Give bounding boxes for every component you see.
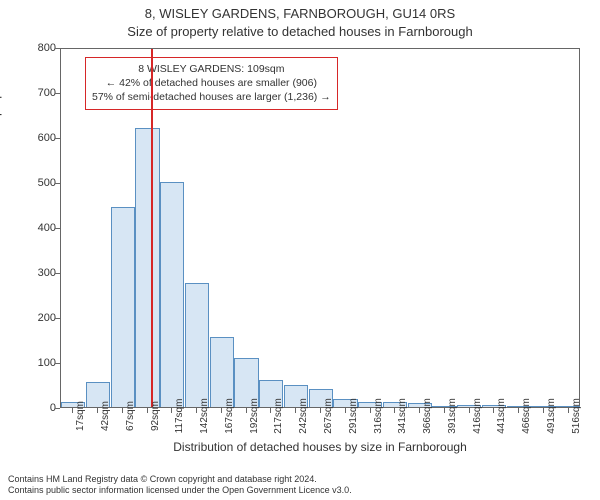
footer-line1: Contains HM Land Registry data © Crown c…	[8, 474, 352, 485]
x-tick-mark	[419, 408, 420, 413]
x-tick-mark	[147, 408, 148, 413]
y-tick-mark	[55, 273, 60, 274]
x-tick-label: 167sqm	[224, 398, 235, 434]
histogram-bar	[210, 337, 234, 407]
x-tick-label: 17sqm	[75, 401, 86, 431]
y-tick-label: 0	[16, 402, 56, 414]
x-tick-mark	[295, 408, 296, 413]
x-tick-label: 267sqm	[323, 398, 334, 434]
y-tick-mark	[55, 183, 60, 184]
chart-container: 8, WISLEY GARDENS, FARNBOROUGH, GU14 0RS…	[0, 0, 600, 500]
x-tick-mark	[270, 408, 271, 413]
histogram-bar	[185, 283, 209, 407]
x-tick-mark	[469, 408, 470, 413]
x-tick-mark	[345, 408, 346, 413]
plot-area: 8 WISLEY GARDENS: 109sqm ← 42% of detach…	[60, 48, 580, 408]
x-tick-label: 217sqm	[273, 398, 284, 434]
y-axis-label: Number of detached properties	[0, 63, 2, 228]
annotation-line2: ← 42% of detached houses are smaller (90…	[92, 76, 331, 90]
x-tick-label: 67sqm	[125, 401, 136, 431]
x-tick-mark	[196, 408, 197, 413]
annotation-line1: 8 WISLEY GARDENS: 109sqm	[92, 62, 331, 76]
y-tick-mark	[55, 363, 60, 364]
x-tick-label: 92sqm	[150, 401, 161, 431]
x-axis-label: Distribution of detached houses by size …	[60, 440, 580, 454]
x-tick-label: 391sqm	[447, 398, 458, 434]
x-tick-label: 416sqm	[472, 398, 483, 434]
histogram-bar	[135, 128, 159, 407]
x-tick-label: 516sqm	[571, 398, 582, 434]
x-tick-label: 242sqm	[298, 398, 309, 434]
x-tick-label: 192sqm	[249, 398, 260, 434]
y-tick-label: 800	[16, 42, 56, 54]
x-tick-mark	[122, 408, 123, 413]
x-tick-mark	[246, 408, 247, 413]
x-tick-label: 142sqm	[199, 398, 210, 434]
footer-line2: Contains public sector information licen…	[8, 485, 352, 496]
x-tick-mark	[320, 408, 321, 413]
x-tick-mark	[394, 408, 395, 413]
x-tick-label: 316sqm	[373, 398, 384, 434]
x-tick-mark	[444, 408, 445, 413]
x-tick-mark	[72, 408, 73, 413]
x-tick-mark	[370, 408, 371, 413]
x-tick-label: 491sqm	[546, 398, 557, 434]
x-tick-mark	[518, 408, 519, 413]
chart-title-description: Size of property relative to detached ho…	[0, 24, 600, 39]
x-tick-label: 117sqm	[174, 399, 185, 434]
y-tick-mark	[55, 318, 60, 319]
annotation-line3: 57% of semi-detached houses are larger (…	[92, 90, 331, 104]
y-tick-label: 300	[16, 267, 56, 279]
y-tick-label: 700	[16, 87, 56, 99]
x-tick-label: 466sqm	[521, 398, 532, 434]
histogram-bar	[111, 207, 135, 407]
x-tick-label: 42sqm	[100, 401, 111, 431]
chart-title-address: 8, WISLEY GARDENS, FARNBOROUGH, GU14 0RS	[0, 6, 600, 21]
y-tick-label: 600	[16, 132, 56, 144]
y-tick-mark	[55, 138, 60, 139]
x-tick-label: 366sqm	[422, 398, 433, 434]
y-tick-mark	[55, 408, 60, 409]
annotation-box: 8 WISLEY GARDENS: 109sqm ← 42% of detach…	[85, 57, 338, 110]
y-tick-label: 200	[16, 312, 56, 324]
x-tick-mark	[568, 408, 569, 413]
x-tick-mark	[543, 408, 544, 413]
x-tick-label: 291sqm	[348, 398, 359, 434]
x-tick-label: 341sqm	[397, 398, 408, 434]
x-tick-mark	[171, 408, 172, 413]
y-tick-mark	[55, 228, 60, 229]
y-tick-label: 100	[16, 357, 56, 369]
x-tick-label: 441sqm	[496, 398, 507, 434]
x-tick-mark	[221, 408, 222, 413]
histogram-bar	[160, 182, 184, 407]
y-tick-label: 400	[16, 222, 56, 234]
x-tick-mark	[493, 408, 494, 413]
y-tick-label: 500	[16, 177, 56, 189]
y-tick-mark	[55, 48, 60, 49]
footer-attribution: Contains HM Land Registry data © Crown c…	[8, 474, 352, 497]
x-tick-mark	[97, 408, 98, 413]
y-tick-mark	[55, 93, 60, 94]
property-marker-line	[151, 49, 153, 407]
